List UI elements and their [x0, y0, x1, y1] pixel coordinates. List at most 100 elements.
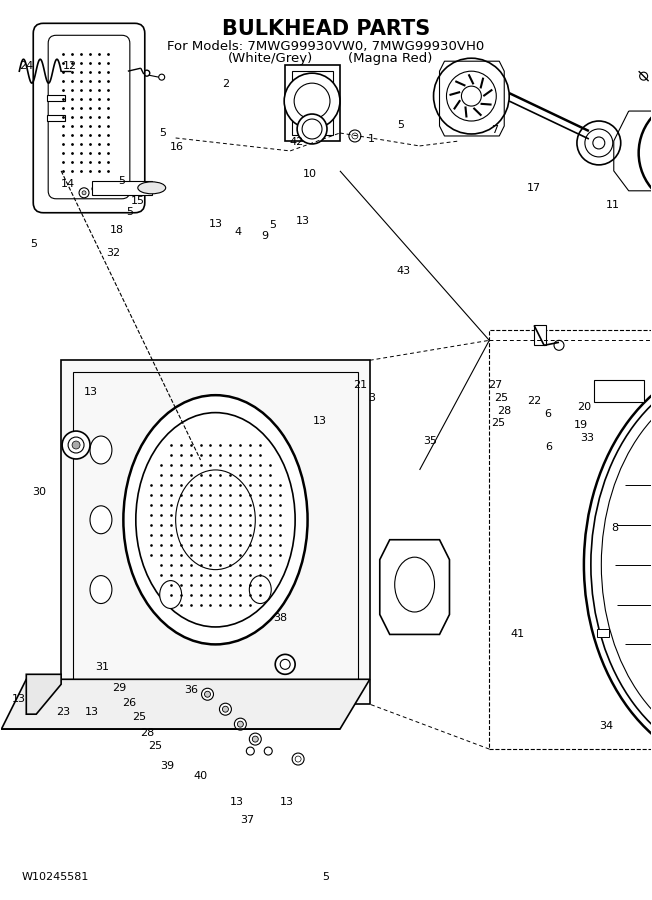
Ellipse shape	[90, 506, 112, 534]
Circle shape	[352, 133, 358, 139]
Text: 27: 27	[488, 380, 502, 390]
Polygon shape	[61, 360, 370, 704]
Text: 5: 5	[118, 176, 125, 185]
Text: 25: 25	[132, 713, 147, 723]
Text: 31: 31	[95, 662, 109, 672]
Text: W10245581: W10245581	[22, 872, 89, 882]
Circle shape	[72, 441, 80, 449]
Circle shape	[280, 660, 290, 670]
Text: 13: 13	[209, 219, 222, 229]
Circle shape	[302, 119, 322, 139]
Text: 13: 13	[84, 387, 98, 397]
Circle shape	[434, 58, 509, 134]
Bar	[534, 326, 546, 346]
Polygon shape	[26, 674, 61, 715]
Circle shape	[294, 83, 330, 119]
Text: 10: 10	[303, 168, 317, 179]
Text: 8: 8	[612, 523, 619, 533]
Circle shape	[284, 73, 340, 129]
Text: 36: 36	[185, 685, 199, 695]
Text: BULKHEAD PARTS: BULKHEAD PARTS	[222, 19, 430, 40]
Text: 25: 25	[491, 418, 505, 428]
Circle shape	[640, 72, 647, 80]
Text: 13: 13	[280, 796, 294, 806]
Text: 20: 20	[577, 402, 591, 412]
Ellipse shape	[123, 395, 308, 644]
Text: 16: 16	[170, 141, 184, 152]
Circle shape	[205, 691, 211, 698]
Text: 32: 32	[106, 248, 120, 257]
Ellipse shape	[160, 580, 182, 608]
Text: 43: 43	[397, 266, 411, 275]
Circle shape	[82, 191, 86, 194]
Text: 5: 5	[397, 121, 404, 130]
Ellipse shape	[136, 412, 295, 627]
Circle shape	[593, 137, 605, 148]
Text: 29: 29	[112, 683, 126, 693]
Ellipse shape	[175, 470, 256, 570]
Text: 9: 9	[261, 231, 268, 241]
Text: For Models: 7MWG99930VW0, 7MWG99930VH0: For Models: 7MWG99930VW0, 7MWG99930VH0	[168, 40, 484, 53]
Text: 41: 41	[511, 629, 525, 639]
Circle shape	[554, 340, 564, 350]
Text: 33: 33	[581, 433, 595, 444]
Text: 1: 1	[368, 134, 375, 144]
Circle shape	[79, 188, 89, 198]
Text: 18: 18	[110, 225, 124, 235]
Circle shape	[252, 736, 258, 742]
Circle shape	[275, 654, 295, 674]
FancyBboxPatch shape	[33, 23, 145, 212]
Text: 5: 5	[159, 129, 166, 139]
Text: 37: 37	[240, 814, 254, 824]
Text: 13: 13	[230, 796, 243, 806]
Text: 26: 26	[122, 698, 136, 708]
Text: 4: 4	[235, 227, 242, 237]
Text: 22: 22	[527, 396, 541, 406]
Text: 38: 38	[273, 613, 288, 623]
Text: 28: 28	[497, 407, 512, 417]
Circle shape	[349, 130, 361, 142]
Text: 34: 34	[599, 721, 614, 732]
Ellipse shape	[394, 557, 434, 612]
Circle shape	[234, 718, 246, 730]
Circle shape	[639, 98, 652, 208]
Circle shape	[585, 129, 613, 157]
Circle shape	[62, 431, 90, 459]
Ellipse shape	[601, 378, 652, 752]
Circle shape	[292, 753, 304, 765]
Bar	[47, 115, 65, 121]
Circle shape	[264, 747, 273, 755]
Ellipse shape	[90, 436, 112, 464]
Circle shape	[447, 71, 496, 121]
Text: 6: 6	[544, 410, 552, 419]
Text: (White/Grey): (White/Grey)	[228, 51, 313, 65]
Text: 3: 3	[368, 393, 375, 403]
Ellipse shape	[591, 367, 652, 762]
Text: 15: 15	[130, 195, 145, 205]
Text: 40: 40	[194, 770, 208, 780]
Text: 21: 21	[353, 380, 367, 390]
Text: 7: 7	[491, 125, 498, 135]
Text: 30: 30	[32, 487, 46, 497]
Circle shape	[144, 70, 150, 77]
Text: 6: 6	[545, 442, 552, 453]
FancyBboxPatch shape	[48, 35, 130, 199]
Text: 5: 5	[31, 238, 37, 248]
Polygon shape	[285, 65, 340, 141]
Polygon shape	[379, 540, 449, 634]
Bar	[489, 330, 652, 749]
Text: (Magna Red): (Magna Red)	[348, 51, 432, 65]
Bar	[597, 629, 609, 637]
Text: 13: 13	[85, 707, 99, 717]
Circle shape	[297, 114, 327, 144]
Ellipse shape	[90, 576, 112, 604]
Text: 13: 13	[312, 417, 327, 427]
Text: 5: 5	[269, 220, 276, 230]
Ellipse shape	[249, 576, 271, 604]
Text: 39: 39	[160, 760, 174, 770]
Bar	[92, 181, 152, 194]
Polygon shape	[292, 71, 333, 135]
Text: 14: 14	[61, 179, 75, 189]
Text: 12: 12	[63, 61, 77, 71]
Circle shape	[220, 703, 231, 716]
